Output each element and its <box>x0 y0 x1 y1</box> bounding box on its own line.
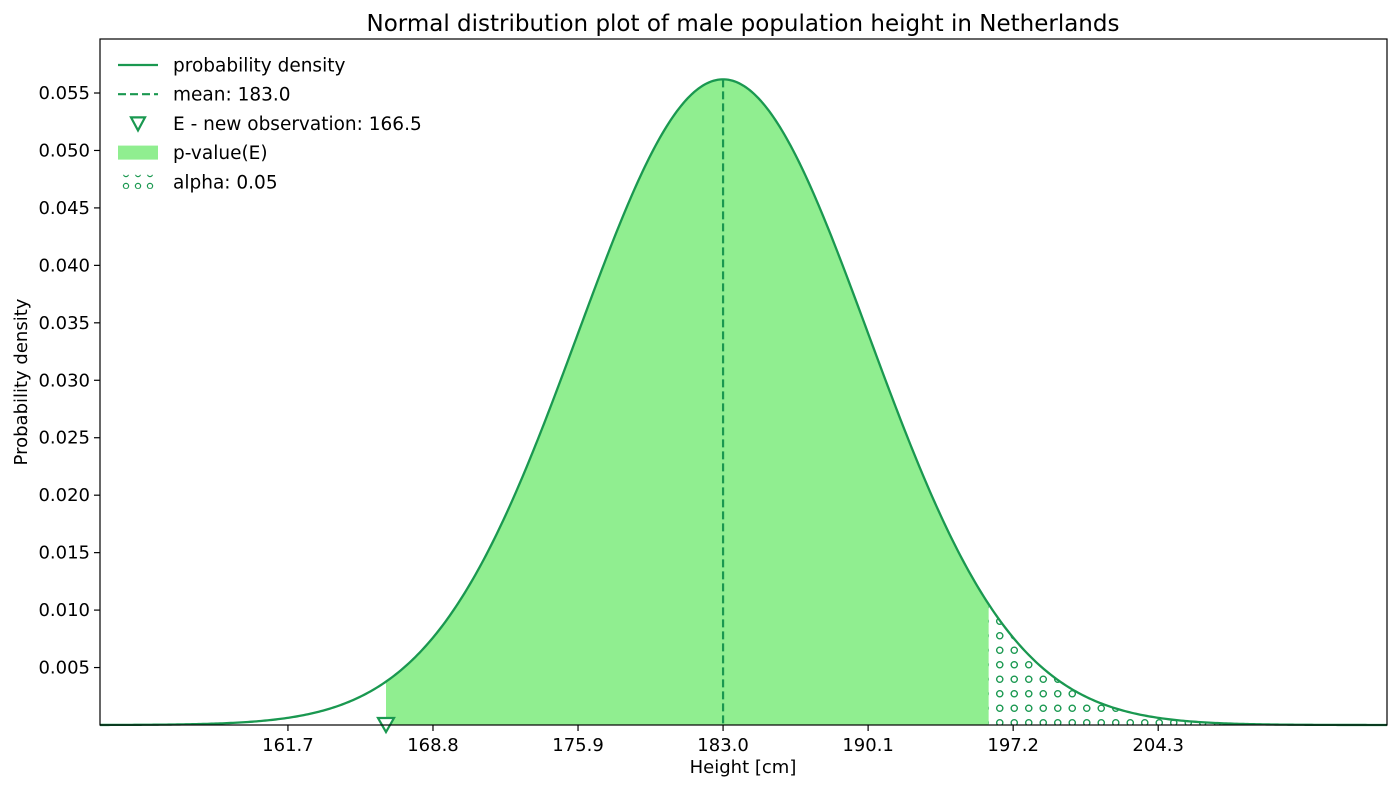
x-tick-label: 190.1 <box>842 735 894 756</box>
plot-frame <box>99 38 1388 726</box>
chart-title: Normal distribution plot of male populat… <box>367 11 1120 37</box>
x-tick: 204.3 <box>1132 725 1184 756</box>
y-tick: 0.050 <box>38 140 100 161</box>
legend-item-fill: p-value(E) <box>118 143 268 164</box>
x-tick: 175.9 <box>552 725 604 756</box>
legend-hatch-swatch <box>118 174 158 189</box>
y-tick-label: 0.045 <box>38 198 90 219</box>
y-tick-label: 0.015 <box>38 543 90 564</box>
y-tick: 0.030 <box>38 370 100 391</box>
legend-label: p-value(E) <box>173 143 268 164</box>
y-tick-label: 0.025 <box>38 428 90 449</box>
alpha-hatched-area <box>988 604 1387 725</box>
legend-label: E - new observation: 166.5 <box>173 114 422 135</box>
x-axis-ticks: 161.7 168.8 175.9 183.0 190.1 197.2 204.3 <box>262 725 1184 756</box>
y-axis-ticks: 0.005 0.010 0.015 0.020 0.025 0.030 0.035 0.040… <box>38 83 100 679</box>
y-tick: 0.020 <box>38 485 100 506</box>
y-tick-label: 0.040 <box>38 255 90 276</box>
x-tick-label: 197.2 <box>987 735 1039 756</box>
legend-fill-swatch <box>118 145 158 160</box>
legend-item-line: probability density <box>118 56 345 77</box>
x-tick: 190.1 <box>842 725 894 756</box>
y-tick: 0.005 <box>38 658 100 679</box>
x-tick-label: 168.8 <box>407 735 459 756</box>
y-tick-label: 0.050 <box>38 140 90 161</box>
y-tick-label: 0.020 <box>38 485 90 506</box>
x-tick-label: 204.3 <box>1132 735 1184 756</box>
y-tick: 0.010 <box>38 600 100 621</box>
legend: probability density mean: 183.0 E - new ob… <box>118 56 422 193</box>
legend-item-dashed: mean: 183.0 <box>118 85 291 106</box>
legend-label: probability density <box>173 56 345 77</box>
y-tick: 0.055 <box>38 83 100 104</box>
y-axis-label: Probability density <box>11 298 32 465</box>
probability-density-curve <box>99 78 1387 727</box>
x-tick: 168.8 <box>407 725 459 756</box>
y-tick-label: 0.005 <box>38 658 90 679</box>
y-tick-label: 0.035 <box>38 313 90 334</box>
plot-area <box>99 78 1387 735</box>
legend-item-hatch: alpha: 0.05 <box>118 172 278 193</box>
x-tick-label: 161.7 <box>262 735 314 756</box>
y-tick: 0.015 <box>38 543 100 564</box>
legend-marker-swatch <box>129 116 147 133</box>
y-tick: 0.045 <box>38 198 100 219</box>
x-tick-label: 183.0 <box>697 735 749 756</box>
y-tick-label: 0.030 <box>38 370 90 391</box>
legend-label: alpha: 0.05 <box>173 172 278 193</box>
y-tick: 0.025 <box>38 428 100 449</box>
y-tick: 0.040 <box>38 255 100 276</box>
x-axis-label: Height [cm] <box>690 757 797 778</box>
p-value-area <box>386 79 989 726</box>
x-tick: 161.7 <box>262 725 314 756</box>
legend-item-marker: E - new observation: 166.5 <box>129 114 422 135</box>
x-tick-label: 175.9 <box>552 735 604 756</box>
y-tick-label: 0.010 <box>38 600 90 621</box>
x-tick: 183.0 <box>697 725 749 756</box>
legend-label: mean: 183.0 <box>173 85 291 106</box>
y-tick: 0.035 <box>38 313 100 334</box>
x-tick: 197.2 <box>987 725 1039 756</box>
y-tick-label: 0.055 <box>38 83 90 104</box>
